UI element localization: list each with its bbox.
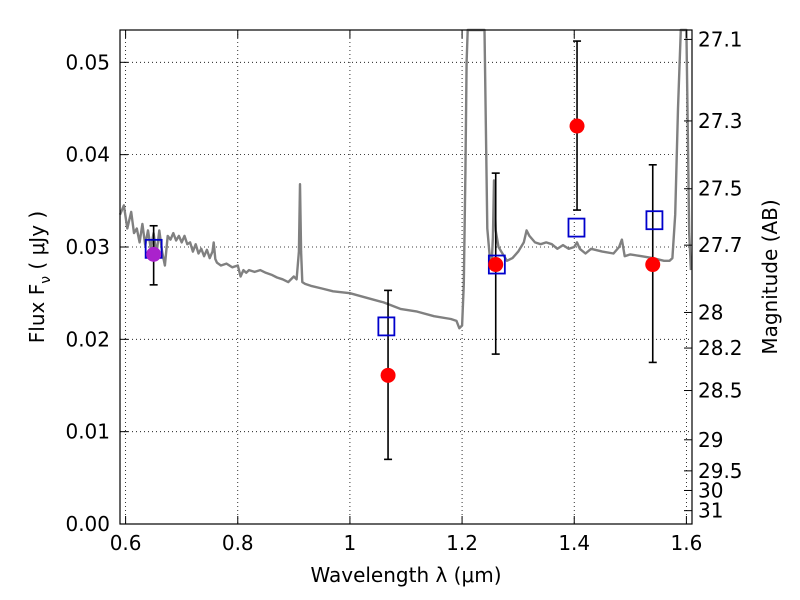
observed-point-circle [488, 257, 504, 273]
observed-point-circle [380, 367, 396, 383]
y-tick-label: 0.01 [65, 420, 110, 444]
model-point-square [377, 316, 396, 337]
x-tick-label: 1 [344, 531, 357, 555]
grid-lines [120, 30, 692, 524]
y2-tick-label: 28 [698, 300, 723, 324]
y-tick-label: 0.05 [65, 50, 110, 74]
y2-tick-label: 27.5 [698, 177, 743, 201]
spectrum-path [118, 28, 693, 330]
model-point-square [645, 210, 664, 231]
y-tick-label: 0.03 [65, 235, 110, 259]
y-tick-label: 0.04 [65, 143, 110, 167]
observed-point-circle [146, 246, 162, 262]
y2-tick-label: 27.3 [698, 109, 743, 133]
y-axis-label-unit: ( μJy ) [25, 211, 49, 276]
y-axis-label: Flux Fν ( μJy ) [25, 211, 54, 343]
x-tick-labels: 0.6 0.8 1 1.2 1.4 1.6 [110, 531, 703, 555]
model-spectrum-line [118, 28, 693, 330]
y-tick-label: 0.02 [65, 327, 110, 351]
y2-tick-label: 31 [698, 499, 723, 523]
y2-axis-label: Magnitude (AB) [758, 199, 782, 354]
y2-tick-label: 27.7 [698, 233, 743, 257]
observed-point-circle [569, 118, 585, 134]
y2-tick-label: 28.5 [698, 379, 743, 403]
y-axis-label-main: Flux F [25, 284, 49, 343]
x-tick-label: 0.6 [110, 531, 142, 555]
x-tick-label: 1.6 [670, 531, 702, 555]
x-axis-label: Wavelength λ (μm) [310, 563, 501, 587]
model-point-square [567, 217, 586, 238]
y2-tick-label: 30 [698, 478, 723, 502]
y2-tick-label: 28.2 [698, 336, 743, 360]
observed-photometry-points [146, 118, 661, 383]
plot-frame [119, 29, 693, 525]
y-tick-labels: 0.00 0.01 0.02 0.03 0.04 0.05 [65, 50, 110, 536]
y-axis-label-subscript: ν [38, 276, 54, 284]
y2-tick-label: 27.1 [698, 27, 743, 51]
y-tick-label: 0.00 [65, 512, 110, 536]
x-tick-label: 1.4 [558, 531, 590, 555]
y2-tick-label: 29 [698, 428, 723, 452]
x-tick-label: 1.2 [446, 531, 478, 555]
x-tick-label: 0.8 [222, 531, 254, 555]
y2-tick-label: 29.5 [698, 459, 743, 483]
axis-ticks [120, 30, 692, 525]
observed-point-circle [645, 257, 661, 273]
